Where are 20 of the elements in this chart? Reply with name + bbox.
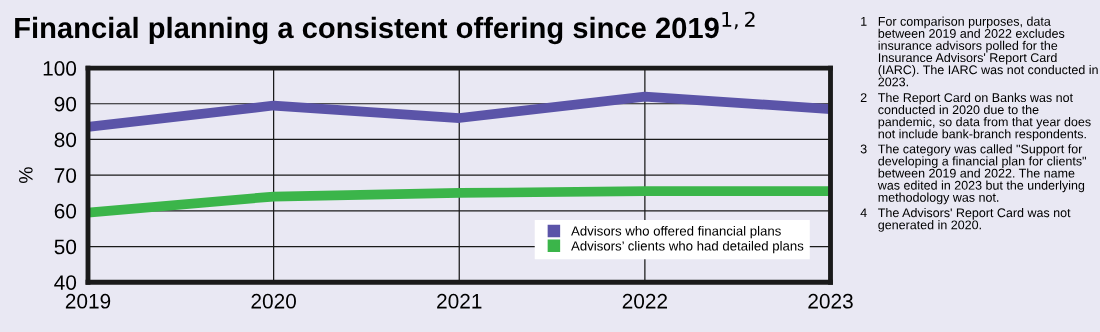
y-tick-label: 50 (54, 239, 77, 255)
text: 1 For comparison purposes, data between 2019 and 2022 excludes insurance advisors polled for the Insurance Advisors' Report Card (IARC). The IARC was not conducted in 2023. (861, 16, 1098, 87)
y-tick-label: 100 (43, 61, 77, 76)
text: 4 The Advisors' Report Card was not generated in 2020. (860, 208, 1071, 232)
y-tick-label: 60 (54, 203, 77, 219)
y-tick-label: 80 (54, 132, 77, 148)
chart-title: Financial planning a consistent offering since 2019$^{1,2}$ (15, 11, 755, 45)
text: 3 The category was called "Support for developing a financial plan for clients" between 2019 and 2022. The name was edited in 2023 but the underlying methodology was not. (860, 144, 1086, 205)
x-tick-label: 2023 (808, 293, 853, 309)
x-tick-label: 2020 (251, 293, 296, 309)
x-tick-label: 2022 (622, 293, 667, 309)
x-tick-label: 2019 (65, 293, 111, 309)
legend-label: Advisors who offered financial plans (571, 225, 781, 239)
legend-label: Advisors’ clients who had detailed plans (571, 240, 804, 254)
x-tick-label: 2021 (437, 293, 482, 309)
y-tick-label: 70 (54, 168, 77, 183)
y-tick-label: 90 (54, 96, 77, 112)
y-tick-label: 40 (54, 275, 77, 290)
text: 2 The Report Card on Banks was not conducted in 2020 due to the pandemic, so data from that year does not include bank-branch respondents. (860, 92, 1091, 141)
y-axis-title: % (19, 167, 33, 184)
